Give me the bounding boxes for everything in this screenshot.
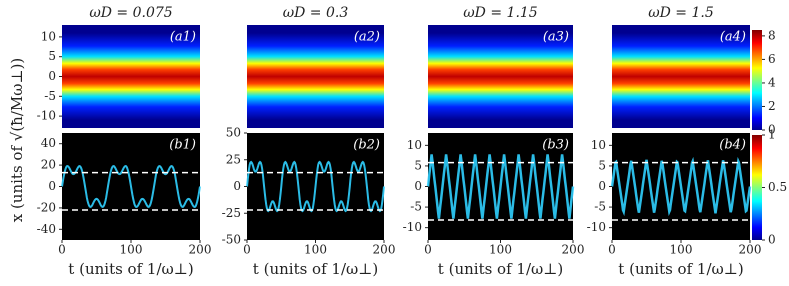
x-tick-label: 0: [58, 243, 66, 257]
x-axis-label: t (units of 1/ω⊥): [618, 260, 743, 278]
y-tick-label: 0: [48, 179, 56, 193]
y-tick-label: 10: [591, 138, 606, 152]
colorbar-tick-label: 4: [768, 75, 776, 89]
panel-title: ωD = 0.3: [283, 5, 349, 21]
y-tick-label: 0: [598, 179, 606, 193]
y-tick-label: 25: [226, 152, 241, 166]
heatmap-band: [428, 33, 573, 120]
y-tick-label: -10: [403, 220, 422, 234]
colorbar-tick-label: 2: [768, 99, 776, 113]
panel-title: ωD = 0.075: [89, 5, 172, 21]
density-trace: [426, 154, 575, 219]
panel-label: (b2): [353, 138, 380, 153]
y-tick-label: -20: [37, 200, 56, 214]
panel-title: ωD = 1.15: [463, 5, 538, 21]
colorbar-tick-label: 0.5: [768, 180, 787, 194]
x-tick-label: 100: [120, 243, 143, 257]
density-trace: [246, 160, 385, 213]
panel-label: (a2): [354, 30, 380, 45]
x-tick-label: 100: [670, 243, 693, 257]
y-tick-label: 0: [414, 179, 422, 193]
x-tick-label: 100: [489, 243, 512, 257]
colorbar: [752, 135, 762, 240]
x-tick-label: 0: [424, 243, 432, 257]
y-tick-label: -25: [222, 206, 241, 220]
y-tick-label: 20: [41, 158, 56, 172]
colorbar: [752, 30, 762, 130]
heatmap-band: [612, 33, 750, 120]
y-tick-label: -5: [44, 89, 56, 103]
x-tick-label: 200: [373, 243, 396, 257]
y-tick-label: -5: [410, 200, 422, 214]
density-trace: [61, 165, 201, 208]
y-tick-label: 10: [407, 138, 422, 152]
x-axis-label: t (units of 1/ω⊥): [438, 260, 563, 278]
colorbar-tick-label: 1: [768, 128, 776, 142]
x-axis-label: t (units of 1/ω⊥): [253, 260, 378, 278]
panel-label: (a1): [170, 30, 196, 45]
density-trace: [610, 156, 752, 217]
panel-label: (a4): [720, 30, 746, 45]
y-tick-label: -40: [37, 222, 56, 236]
colorbar-tick-label: 8: [768, 28, 776, 42]
panel-title: ωD = 1.5: [648, 5, 714, 21]
x-tick-label: 200: [739, 243, 762, 257]
x-tick-label: 200: [562, 243, 585, 257]
panel-label: (b1): [169, 138, 196, 153]
colorbar-tick-label: 0: [768, 123, 776, 137]
x-tick-label: 100: [304, 243, 327, 257]
y-tick-label: 0: [233, 179, 241, 193]
colorbar-tick-label: 0: [768, 233, 776, 247]
y-tick-label: 50: [226, 126, 241, 140]
y-tick-label: 5: [48, 49, 56, 63]
y-tick-label: 40: [41, 136, 56, 150]
panel-label: (a3): [543, 30, 569, 45]
y-tick-label: -5: [594, 200, 606, 214]
heatmap-band: [247, 33, 384, 120]
x-tick-label: 0: [608, 243, 616, 257]
x-tick-label: 200: [189, 243, 212, 257]
y-tick-label: 5: [414, 158, 422, 172]
x-tick-label: 0: [243, 243, 251, 257]
y-tick-label: -10: [37, 109, 56, 123]
heatmap-band: [62, 33, 200, 120]
y-tick-label: 5: [598, 158, 606, 172]
panel-label: (b4): [719, 138, 746, 153]
y-tick-label: 0: [48, 69, 56, 83]
y-tick-label: 10: [41, 29, 56, 43]
x-axis-label: t (units of 1/ω⊥): [68, 260, 193, 278]
colorbar-tick-label: 6: [768, 52, 776, 66]
panel-label: (b3): [542, 138, 569, 153]
y-tick-label: -10: [587, 220, 606, 234]
y-tick-label: -50: [222, 233, 241, 247]
y-axis-label: x (units of √(ħ/Mω⊥)): [8, 58, 26, 223]
